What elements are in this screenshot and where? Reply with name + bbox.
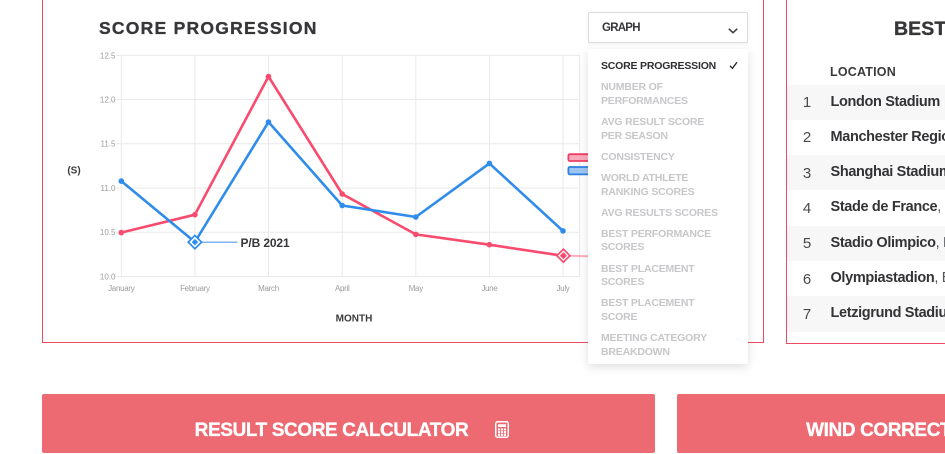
svg-text:May: May [409,284,424,293]
svg-text:MONTH: MONTH [336,313,373,324]
svg-text:February: February [180,284,210,293]
svg-text:April: April [335,284,350,293]
svg-text:(S): (S) [67,166,80,177]
svg-text:12.5: 12.5 [100,51,116,60]
svg-text:12.0: 12.0 [100,96,116,105]
svg-text:10.5: 10.5 [100,228,116,237]
svg-text:March: March [258,284,279,293]
svg-text:June: June [481,284,498,293]
svg-text:11.5: 11.5 [101,140,117,149]
svg-text:11.0: 11.0 [101,184,117,193]
svg-text:10.0: 10.0 [100,272,116,281]
svg-text:P/B 2021: P/B 2021 [241,236,290,250]
svg-text:January: January [108,284,135,293]
svg-text:July: July [556,284,569,293]
